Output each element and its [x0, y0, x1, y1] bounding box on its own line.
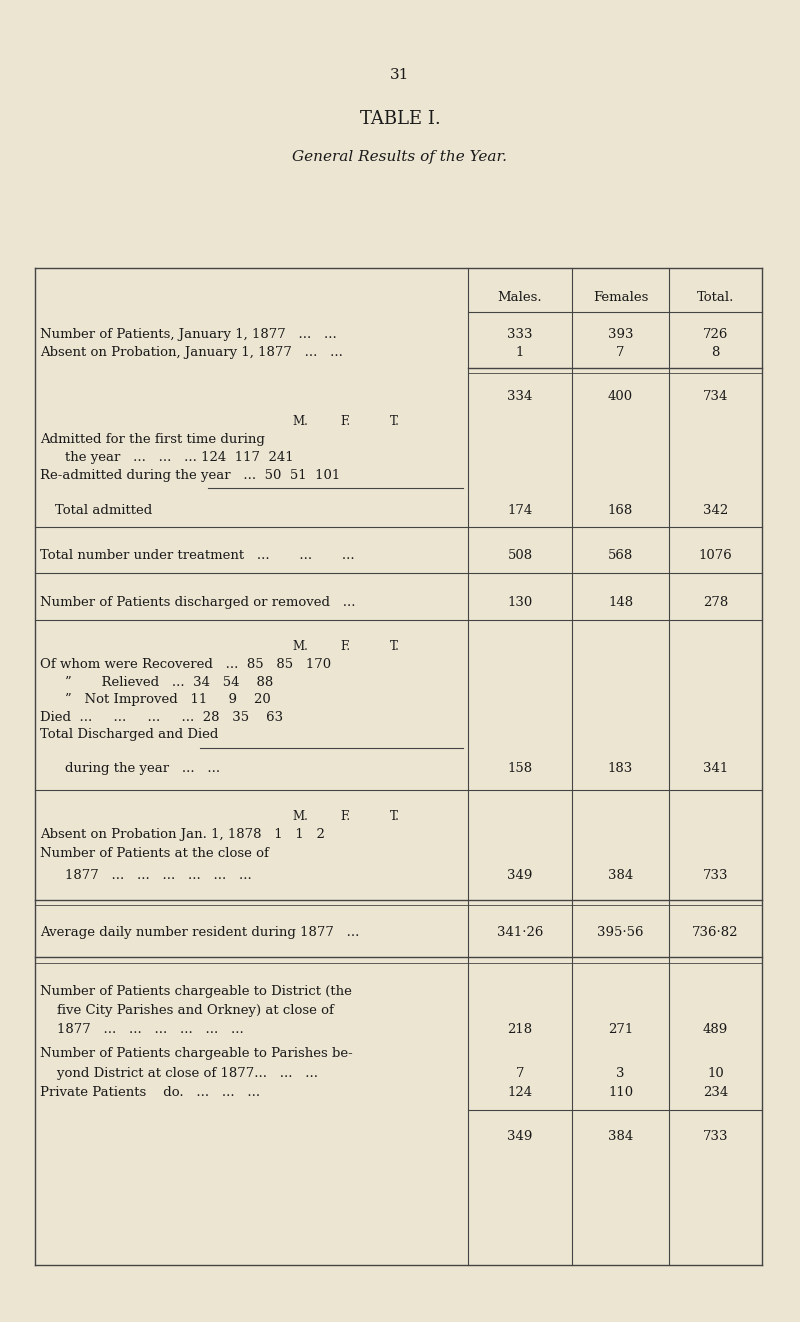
Text: 7: 7 [616, 346, 625, 360]
Text: 1877   ...   ...   ...   ...   ...   ...: 1877 ... ... ... ... ... ... [40, 1023, 244, 1036]
Text: 341·26: 341·26 [497, 925, 543, 939]
Text: 174: 174 [507, 504, 533, 517]
Text: 736·82: 736·82 [692, 925, 738, 939]
Text: 726: 726 [703, 328, 728, 341]
Text: during the year   ...   ...: during the year ... ... [65, 761, 220, 775]
Text: Total number under treatment   ...       ...       ...: Total number under treatment ... ... ... [40, 549, 354, 562]
Text: Number of Patients at the close of: Number of Patients at the close of [40, 847, 269, 861]
Text: 271: 271 [608, 1023, 633, 1036]
Text: 7: 7 [516, 1067, 524, 1080]
Text: five City Parishes and Orkney) at close of: five City Parishes and Orkney) at close … [40, 1003, 334, 1017]
Text: 130: 130 [507, 596, 533, 609]
Text: 1: 1 [516, 346, 524, 360]
Text: ”   Not Improved   11     9    20: ” Not Improved 11 9 20 [65, 693, 270, 706]
Text: 342: 342 [703, 504, 728, 517]
Text: General Results of the Year.: General Results of the Year. [293, 149, 507, 164]
Text: TABLE I.: TABLE I. [360, 110, 440, 128]
Text: Absent on Probation, January 1, 1877   ...   ...: Absent on Probation, January 1, 1877 ...… [40, 346, 343, 360]
Text: Admitted for the first time during: Admitted for the first time during [40, 434, 265, 446]
Text: 733: 733 [702, 1130, 728, 1144]
Text: 158: 158 [507, 761, 533, 775]
Text: Total admitted: Total admitted [55, 504, 152, 517]
Text: 278: 278 [703, 596, 728, 609]
Text: 8: 8 [711, 346, 720, 360]
Text: Number of Patients, January 1, 1877   ...   ...: Number of Patients, January 1, 1877 ... … [40, 328, 337, 341]
Text: 734: 734 [703, 390, 728, 403]
Text: T.: T. [390, 415, 400, 428]
Text: 395·56: 395·56 [598, 925, 644, 939]
Text: F.: F. [340, 810, 350, 824]
Text: Total Discharged and Died: Total Discharged and Died [40, 728, 218, 742]
Text: 31: 31 [390, 67, 410, 82]
Text: Number of Patients discharged or removed   ...: Number of Patients discharged or removed… [40, 596, 355, 609]
Text: 384: 384 [608, 1130, 633, 1144]
Text: F.: F. [340, 640, 350, 653]
Text: 3: 3 [616, 1067, 625, 1080]
Text: 393: 393 [608, 328, 634, 341]
Text: Re-admitted during the year   ...  50  51  101: Re-admitted during the year ... 50 51 10… [40, 469, 340, 483]
Text: 333: 333 [507, 328, 533, 341]
Text: 349: 349 [507, 1130, 533, 1144]
Text: 568: 568 [608, 549, 633, 562]
Text: 183: 183 [608, 761, 633, 775]
Text: F.: F. [340, 415, 350, 428]
Text: Absent on Probation Jan. 1, 1878   1   1   2: Absent on Probation Jan. 1, 1878 1 1 2 [40, 828, 325, 841]
Text: 341: 341 [703, 761, 728, 775]
Text: Males.: Males. [498, 291, 542, 304]
Text: Private Patients    do.   ...   ...   ...: Private Patients do. ... ... ... [40, 1085, 260, 1099]
Text: 334: 334 [507, 390, 533, 403]
Text: Total.: Total. [697, 291, 734, 304]
Text: 1076: 1076 [698, 549, 732, 562]
Text: Females: Females [593, 291, 648, 304]
Text: M.: M. [292, 415, 308, 428]
Text: 124: 124 [507, 1085, 533, 1099]
Text: 110: 110 [608, 1085, 633, 1099]
Text: 508: 508 [507, 549, 533, 562]
Text: Of whom were Recovered   ...  85   85   170: Of whom were Recovered ... 85 85 170 [40, 658, 331, 672]
Text: 10: 10 [707, 1067, 724, 1080]
Text: T.: T. [390, 640, 400, 653]
Text: 168: 168 [608, 504, 633, 517]
Text: Number of Patients chargeable to District (the: Number of Patients chargeable to Distric… [40, 985, 352, 998]
Text: 349: 349 [507, 869, 533, 882]
Text: 218: 218 [507, 1023, 533, 1036]
Text: 733: 733 [702, 869, 728, 882]
Text: Average daily number resident during 1877   ...: Average daily number resident during 187… [40, 925, 359, 939]
Text: 384: 384 [608, 869, 633, 882]
Text: M.: M. [292, 810, 308, 824]
Text: Died  ...     ...     ...     ...  28   35    63: Died ... ... ... ... 28 35 63 [40, 711, 283, 724]
Text: 1877   ...   ...   ...   ...   ...   ...: 1877 ... ... ... ... ... ... [65, 869, 252, 882]
Text: Number of Patients chargeable to Parishes be-: Number of Patients chargeable to Parishe… [40, 1047, 353, 1060]
Text: 489: 489 [703, 1023, 728, 1036]
Text: 148: 148 [608, 596, 633, 609]
Text: M.: M. [292, 640, 308, 653]
Text: 234: 234 [703, 1085, 728, 1099]
Text: 400: 400 [608, 390, 633, 403]
Text: yond District at close of 1877...   ...   ...: yond District at close of 1877... ... ..… [40, 1067, 318, 1080]
Text: ”       Relieved   ...  34   54    88: ” Relieved ... 34 54 88 [65, 676, 274, 689]
Text: the year   ...   ...   ... 124  117  241: the year ... ... ... 124 117 241 [65, 451, 294, 464]
Text: T.: T. [390, 810, 400, 824]
